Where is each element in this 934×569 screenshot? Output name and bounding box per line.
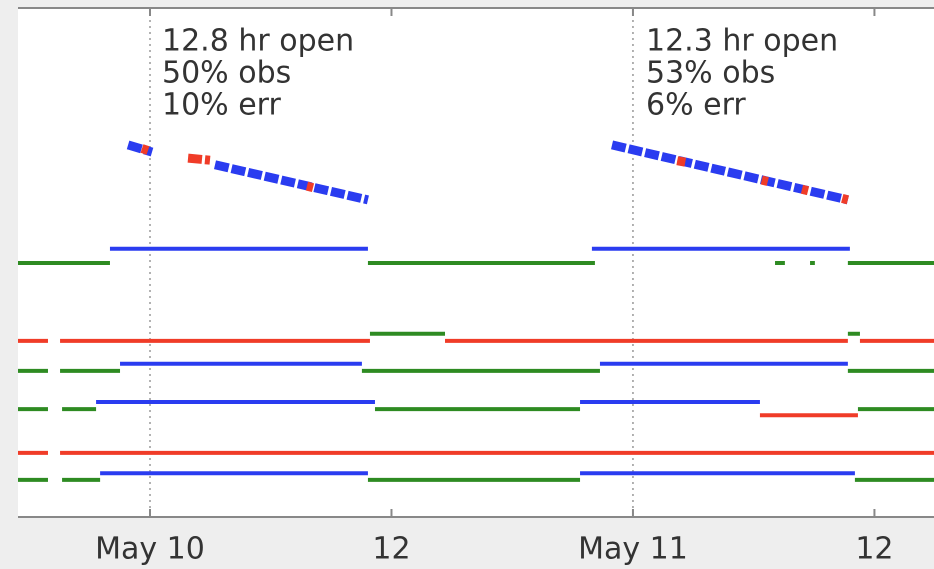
track <box>760 175 769 186</box>
track <box>187 153 211 165</box>
annotation: 50% obs <box>162 56 291 91</box>
track <box>126 140 154 157</box>
annotation: 53% obs <box>646 56 775 91</box>
track <box>305 181 315 193</box>
annotation: 12.3 hr open <box>646 24 838 59</box>
track <box>800 184 810 196</box>
track <box>841 194 850 205</box>
x-tick-label: May 10 <box>95 532 205 567</box>
x-tick-label: May 11 <box>578 532 688 567</box>
annotation: 12.8 hr open <box>162 24 354 59</box>
annotation: 6% err <box>646 88 746 123</box>
x-tick-label: 12 <box>855 532 893 567</box>
track <box>611 140 849 205</box>
track <box>140 144 150 155</box>
track <box>676 156 687 167</box>
annotation: 10% err <box>162 88 281 123</box>
track <box>213 160 369 205</box>
x-tick-label: 12 <box>372 532 410 567</box>
